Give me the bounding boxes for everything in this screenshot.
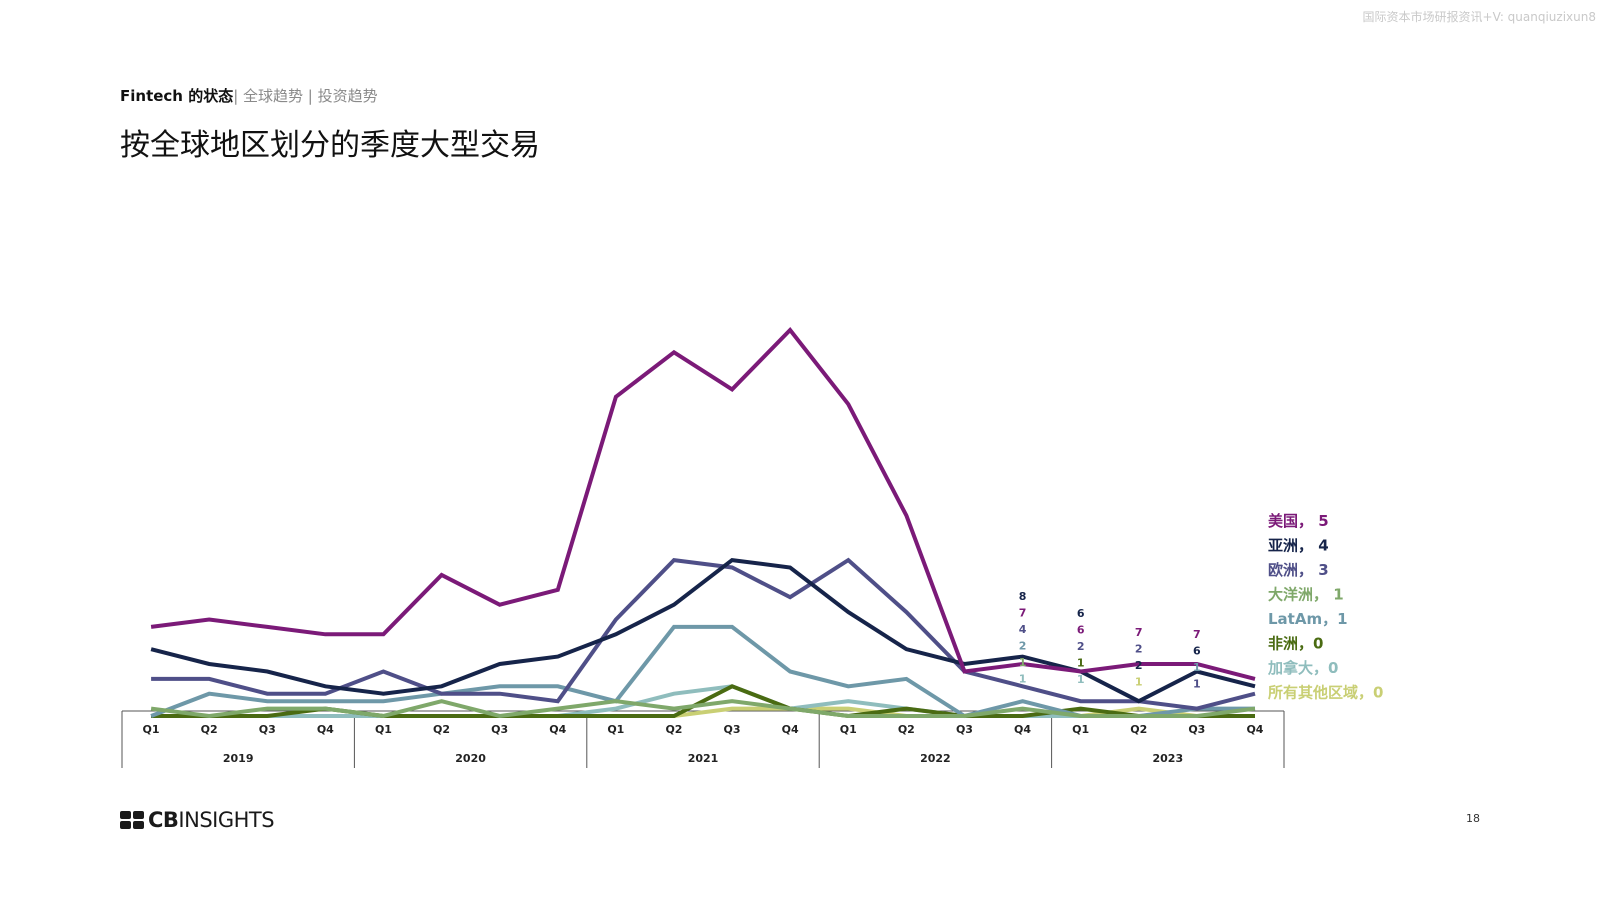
data-label: 8	[1019, 590, 1027, 603]
x-tick-label: Q3	[724, 723, 741, 736]
year-label: 2022	[920, 752, 951, 765]
series-line-2	[151, 557, 1256, 711]
x-tick-label: Q1	[1072, 723, 1089, 736]
page-title: 按全球地区划分的季度大型交易	[120, 128, 540, 163]
data-label: 7	[1135, 626, 1143, 639]
x-tick-label: Q2	[665, 723, 682, 736]
breadcrumb: Fintech 的状态| 全球趋势 | 投资趋势	[120, 85, 378, 106]
x-tick-label: Q3	[491, 723, 508, 736]
cb-insights-logo: CBINSIGHTS	[120, 808, 275, 832]
x-tick-label: Q1	[143, 723, 160, 736]
page-number: 18	[1466, 812, 1480, 825]
legend-entry: LatAm，1	[1268, 610, 1348, 628]
year-label: 2023	[1152, 752, 1183, 765]
data-label: 1	[1077, 673, 1085, 686]
year-label: 2020	[455, 752, 486, 765]
legend-entry: 非洲，0	[1268, 635, 1323, 653]
legend-entry: 所有其他区域，0	[1268, 684, 1383, 702]
legend-entry: 美国， 5	[1268, 512, 1329, 530]
breadcrumb-section: Fintech 的状态	[120, 87, 234, 105]
x-tick-label: Q2	[1130, 723, 1147, 736]
data-label: 6	[1077, 607, 1085, 620]
x-tick-label: Q4	[549, 723, 566, 736]
x-tick-label: Q3	[259, 723, 276, 736]
logo-wordmark-light: INSIGHTS	[178, 808, 275, 832]
legend-entry: 欧洲， 3	[1268, 561, 1329, 579]
data-label: 2	[1019, 640, 1027, 653]
x-tick-label: Q4	[782, 723, 799, 736]
data-label: 1	[1019, 656, 1027, 669]
data-label: 2	[1135, 659, 1143, 672]
watermark-text: 国际资本市场研报资讯+V: quanqiuzixun8	[1362, 10, 1596, 24]
legend-entry: 加拿大，0	[1267, 659, 1338, 677]
data-label: 7	[1019, 607, 1027, 620]
data-label: 2	[1135, 643, 1143, 656]
series-line-3	[150, 699, 1256, 719]
legend-entry: 亚洲， 4	[1268, 537, 1329, 555]
legend-entry: 大洋洲， 1	[1268, 586, 1344, 604]
x-tick-label: Q4	[1246, 723, 1263, 736]
data-label: 6	[1077, 624, 1085, 637]
x-tick-label: Q4	[317, 723, 334, 736]
year-label: 2019	[223, 752, 254, 765]
data-label: 1	[1019, 673, 1027, 686]
x-tick-label: Q3	[1188, 723, 1205, 736]
data-label: 1	[1193, 661, 1201, 674]
x-tick-label: Q4	[1014, 723, 1031, 736]
data-label: 4	[1019, 623, 1027, 636]
series-line-0	[150, 326, 1256, 681]
x-tick-label: Q1	[375, 723, 392, 736]
x-tick-label: Q2	[433, 723, 450, 736]
breadcrumb-path: | 全球趋势 | 投资趋势	[233, 87, 378, 105]
x-tick-label: Q3	[956, 723, 973, 736]
x-tick-label: Q1	[840, 723, 857, 736]
data-label: 1	[1135, 676, 1143, 689]
cb-insights-mark-icon	[120, 811, 144, 829]
logo-wordmark-bold: CB	[148, 808, 179, 832]
x-tick-label: Q2	[898, 723, 915, 736]
data-label: 2	[1077, 640, 1085, 653]
data-label: 6	[1193, 645, 1201, 658]
year-label: 2021	[688, 752, 719, 765]
data-label: 1	[1077, 657, 1085, 670]
data-label: 1	[1193, 678, 1201, 691]
x-tick-label: Q2	[201, 723, 218, 736]
x-tick-label: Q1	[607, 723, 624, 736]
series-line-1	[150, 558, 1256, 704]
data-label: 7	[1193, 628, 1201, 641]
logo-wordmark: CBINSIGHTS	[148, 808, 275, 832]
